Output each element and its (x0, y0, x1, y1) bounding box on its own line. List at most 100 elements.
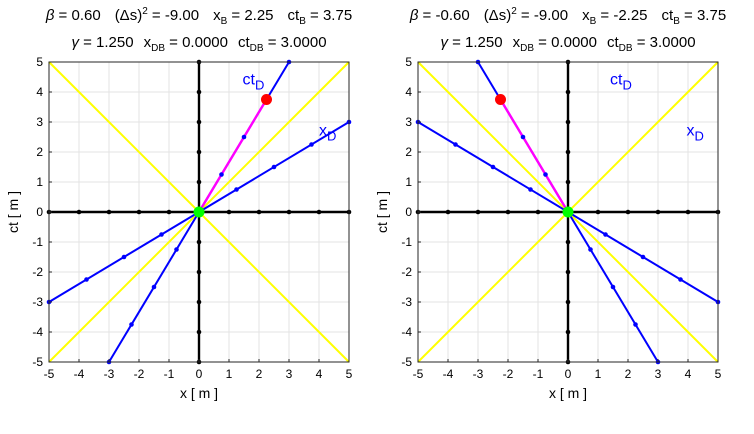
marker-x-axis (256, 209, 262, 215)
y-tick-label: -2 (32, 265, 43, 279)
marker-ctD-axis (633, 322, 638, 327)
annotation-base: x (319, 123, 327, 140)
marker-xD-axis (271, 164, 277, 170)
marker-xD-axis (603, 232, 608, 237)
series-line-worldline-segment (197, 98, 268, 213)
marker-ctD-axis (129, 322, 134, 327)
marker-ct-axis (196, 299, 202, 305)
x-tick-label: -2 (134, 367, 145, 381)
marker-xD-axis (309, 142, 314, 147)
y-tick-label: 1 (36, 175, 43, 189)
marker-x-axis (166, 209, 172, 215)
y-tick-label: 4 (36, 85, 43, 99)
annotation-base: x (687, 123, 695, 140)
marker-xD-axis (490, 164, 496, 170)
marker-ctD-axis (151, 284, 157, 290)
x-tick-label: 4 (685, 367, 692, 381)
marker-ct-axis (565, 89, 571, 95)
annotation-subscript: D (327, 129, 336, 144)
x-tick-label: 5 (715, 367, 722, 381)
y-tick-label: -3 (401, 295, 412, 309)
y-tick-label: 0 (36, 205, 43, 219)
marker-x-axis (475, 209, 481, 215)
x-tick-label: -1 (533, 367, 544, 381)
marker-x-axis (76, 209, 82, 215)
marker-xD-axis (528, 187, 533, 192)
marker-xD-axis (121, 254, 127, 260)
x-tick-label: -5 (413, 367, 424, 381)
marker-x-axis (685, 209, 691, 215)
y-tick-label: -2 (401, 265, 412, 279)
x-tick-label: -2 (503, 367, 514, 381)
marker-x-axis (625, 209, 631, 215)
marker-ct-axis (196, 89, 202, 95)
annotation-base: ct (243, 72, 256, 89)
annotation-base: ct (610, 72, 623, 89)
annotation-ctD-label: ctD (610, 72, 632, 93)
y-tick-label: 5 (405, 55, 412, 69)
marker-xD-axis (678, 277, 683, 282)
marker-ct-axis (565, 119, 571, 125)
marker-x-axis (316, 209, 322, 215)
y-tick-label: -1 (401, 235, 412, 249)
marker-xD-axis (159, 232, 164, 237)
y-tick-label: 3 (405, 115, 412, 129)
marker-ctD-axis (543, 172, 548, 177)
y-tick-label: -4 (32, 325, 43, 339)
annotation-xD-label: xD (319, 123, 336, 144)
marker-x-axis (106, 209, 112, 215)
point-origin (562, 206, 574, 218)
right-title-line-1: β = -0.60 (Δs)2 = -9.00 xB = -2.25 ctB = 3.… (409, 6, 726, 27)
y-tick-label: 3 (36, 115, 43, 129)
marker-ct-axis (196, 149, 202, 155)
x-tick-label: 0 (196, 367, 203, 381)
y-tick-label: -3 (32, 295, 43, 309)
y-tick-label: -5 (32, 355, 43, 369)
marker-ctD-axis (610, 284, 616, 290)
marker-ctD-axis (241, 134, 247, 140)
y-tick-label: 2 (36, 145, 43, 159)
x-tick-label: -3 (104, 367, 115, 381)
point-event-B (261, 94, 272, 105)
marker-xD-axis (640, 254, 646, 260)
marker-ct-axis (565, 329, 571, 335)
marker-ct-axis (565, 179, 571, 185)
marker-ct-axis (565, 299, 571, 305)
marker-ct-axis (196, 119, 202, 125)
marker-xD-axis (453, 142, 458, 147)
marker-x-axis (226, 209, 232, 215)
annotation-subscript: D (622, 78, 631, 93)
series-line-worldline-segment (499, 98, 570, 213)
annotation-xD-label: xD (687, 123, 704, 144)
x-tick-label: 2 (625, 367, 632, 381)
right-title-line-2: γ = 1.250 xDB = 0.0000 ctDB = 3.0000 (440, 34, 695, 54)
marker-x-axis (286, 209, 292, 215)
y-axis-label: ct [ m ] (374, 191, 390, 233)
y-tick-label: -4 (401, 325, 412, 339)
marker-ctD-axis (174, 247, 179, 252)
marker-ct-axis (196, 329, 202, 335)
marker-ct-axis (196, 179, 202, 185)
marker-ct-axis (565, 269, 571, 275)
y-tick-label: -1 (32, 235, 43, 249)
left-title-line-2: γ = 1.250 xDB = 0.0000 ctDB = 3.0000 (71, 34, 326, 54)
left-title-line-1: β = 0.60 (Δs)2 = -9.00 xB = 2.25 ctB = 3.75 (45, 6, 352, 27)
marker-ct-axis (196, 239, 202, 245)
y-tick-label: 4 (405, 85, 412, 99)
y-tick-label: 2 (405, 145, 412, 159)
annotation-subscript: D (695, 129, 704, 144)
x-tick-label: 2 (256, 367, 263, 381)
x-tick-label: 3 (655, 367, 662, 381)
x-tick-label: -4 (443, 367, 454, 381)
annotation-subscript: D (255, 78, 264, 93)
marker-ct-axis (565, 149, 571, 155)
marker-x-axis (595, 209, 601, 215)
y-tick-label: 0 (405, 205, 412, 219)
x-tick-label: 5 (346, 367, 353, 381)
marker-x-axis (445, 209, 451, 215)
x-tick-label: -4 (74, 367, 85, 381)
marker-x-axis (136, 209, 142, 215)
y-axis-label: ct [ m ] (5, 191, 21, 233)
